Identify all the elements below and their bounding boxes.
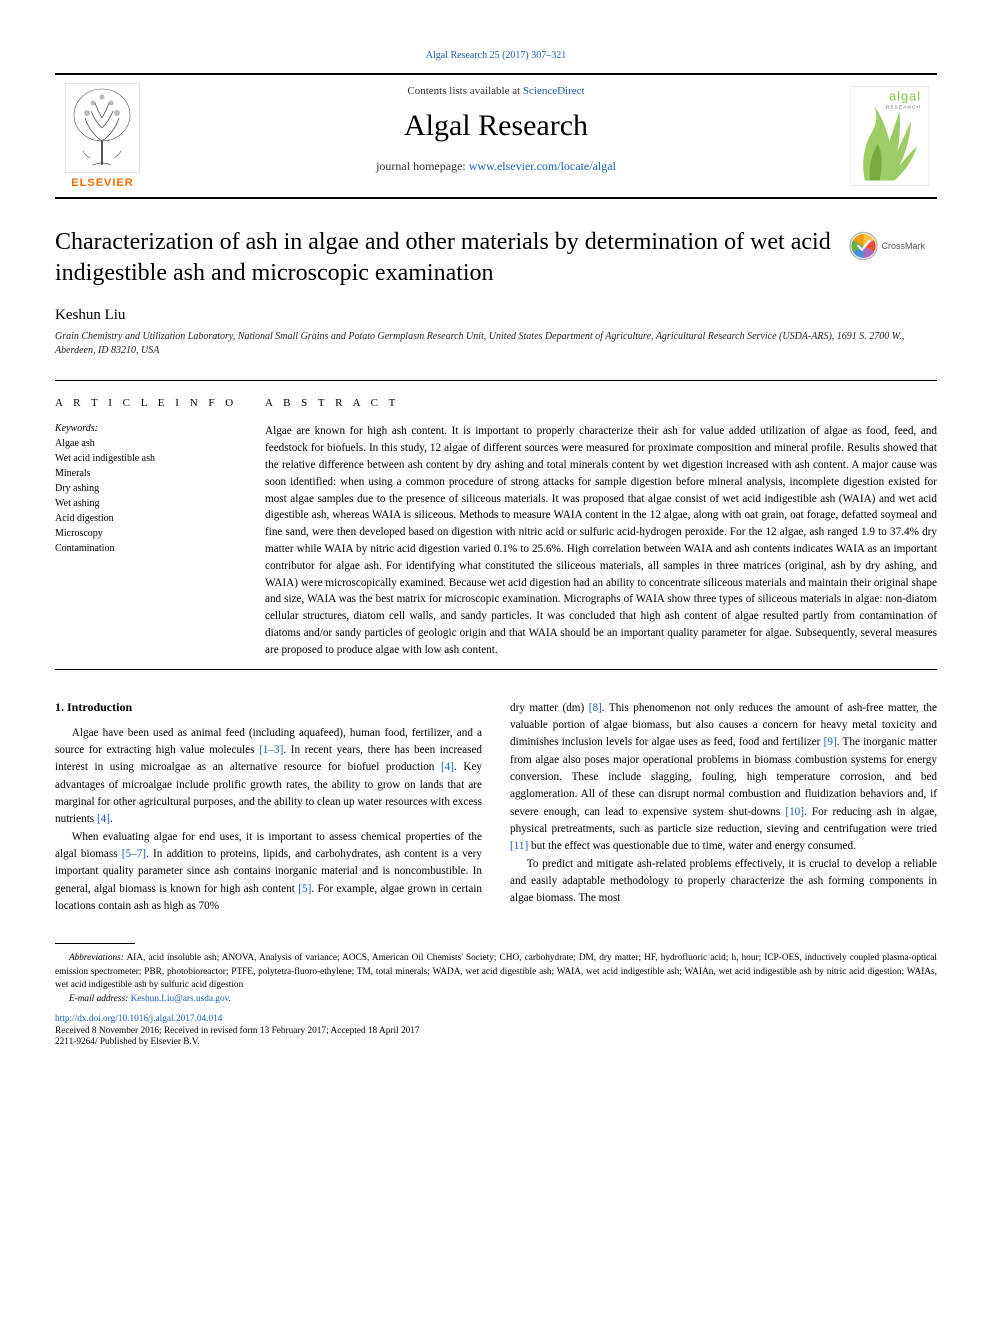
keyword-item: Microscopy bbox=[55, 526, 247, 541]
article-info-heading: A R T I C L E I N F O bbox=[55, 397, 247, 409]
article-history: Received 8 November 2016; Received in re… bbox=[55, 1026, 937, 1036]
intro-para-1: Algae have been used as animal feed (inc… bbox=[55, 725, 482, 829]
abstract-heading: A B S T R A C T bbox=[265, 397, 937, 409]
ref-link[interactable]: [5] bbox=[298, 883, 311, 895]
ref-link[interactable]: [1–3] bbox=[259, 744, 283, 756]
contents-lists-line: Contents lists available at ScienceDirec… bbox=[155, 85, 837, 97]
svg-text:algal: algal bbox=[889, 88, 921, 103]
ref-link[interactable]: [8] bbox=[589, 702, 602, 714]
body-columns: 1. Introduction Algae have been used as … bbox=[55, 700, 937, 916]
keyword-item: Wet acid indigestible ash bbox=[55, 451, 247, 466]
elsevier-wordmark: ELSEVIER bbox=[71, 177, 133, 189]
left-column: 1. Introduction Algae have been used as … bbox=[55, 700, 482, 916]
intro-para-2: When evaluating algae for end uses, it i… bbox=[55, 829, 482, 916]
ref-link[interactable]: [11] bbox=[510, 840, 528, 852]
ref-link[interactable]: [10] bbox=[785, 806, 804, 818]
keyword-item: Wet ashing bbox=[55, 496, 247, 511]
abstract-column: A B S T R A C T Algae are known for high… bbox=[265, 380, 937, 668]
ref-link[interactable]: [4] bbox=[441, 761, 454, 773]
keywords-list: Algae ashWet acid indigestible ashMinera… bbox=[55, 436, 247, 556]
email-line: E-mail address: Keshun.Liu@ars.usda.gov. bbox=[55, 994, 937, 1004]
author-name: Keshun Liu bbox=[55, 307, 937, 324]
author-email-link[interactable]: Keshun.Liu@ars.usda.gov bbox=[131, 994, 229, 1004]
author-affiliation: Grain Chemistry and Utilization Laborato… bbox=[55, 330, 937, 358]
keyword-item: Contamination bbox=[55, 541, 247, 556]
footer-separator bbox=[55, 943, 135, 944]
keyword-item: Acid digestion bbox=[55, 511, 247, 526]
abbreviations-block: Abbreviations: AIA, acid insoluble ash; … bbox=[55, 952, 937, 991]
journal-homepage-link[interactable]: www.elsevier.com/locate/algal bbox=[469, 159, 616, 173]
intro-para-4: To predict and mitigate ash-related prob… bbox=[510, 856, 937, 908]
keyword-item: Algae ash bbox=[55, 436, 247, 451]
keywords-label: Keywords: bbox=[55, 423, 247, 434]
article-info-sidebar: A R T I C L E I N F O Keywords: Algae as… bbox=[55, 380, 265, 668]
sciencedirect-link[interactable]: ScienceDirect bbox=[523, 85, 585, 97]
ref-link[interactable]: [4] bbox=[97, 813, 110, 825]
doi-link[interactable]: http://dx.doi.org/10.1016/j.algal.2017.0… bbox=[55, 1014, 937, 1024]
journal-citation-top: Algal Research 25 (2017) 307–321 bbox=[55, 50, 937, 61]
keyword-item: Dry ashing bbox=[55, 481, 247, 496]
ref-link[interactable]: [9] bbox=[824, 736, 837, 748]
ref-link[interactable]: [5–7] bbox=[122, 848, 146, 860]
right-column: dry matter (dm) [8]. This phenomenon not… bbox=[510, 700, 937, 916]
citation-link[interactable]: Algal Research 25 (2017) 307–321 bbox=[426, 50, 567, 61]
elsevier-logo-block: ELSEVIER bbox=[55, 75, 150, 197]
crossmark-badge[interactable]: CrossMark bbox=[847, 227, 937, 265]
journal-header: ELSEVIER Contents lists available at Sci… bbox=[55, 73, 937, 199]
elsevier-tree-icon bbox=[65, 83, 140, 173]
svg-text:RESEARCH: RESEARCH bbox=[886, 104, 921, 110]
copyright-line: 2211-9264/ Published by Elsevier B.V. bbox=[55, 1037, 937, 1047]
abstract-text: Algae are known for high ash content. It… bbox=[265, 423, 937, 658]
intro-para-3: dry matter (dm) [8]. This phenomenon not… bbox=[510, 700, 937, 856]
keyword-item: Minerals bbox=[55, 466, 247, 481]
article-title: Characterization of ash in algae and oth… bbox=[55, 227, 847, 289]
journal-name: Algal Research bbox=[155, 109, 837, 143]
algal-cover-icon: algal RESEARCH bbox=[850, 86, 929, 186]
svg-text:CrossMark: CrossMark bbox=[882, 241, 926, 251]
journal-homepage-line: journal homepage: www.elsevier.com/locat… bbox=[155, 159, 837, 174]
section-1-heading: 1. Introduction bbox=[55, 700, 482, 715]
journal-cover-block: algal RESEARCH bbox=[842, 75, 937, 197]
